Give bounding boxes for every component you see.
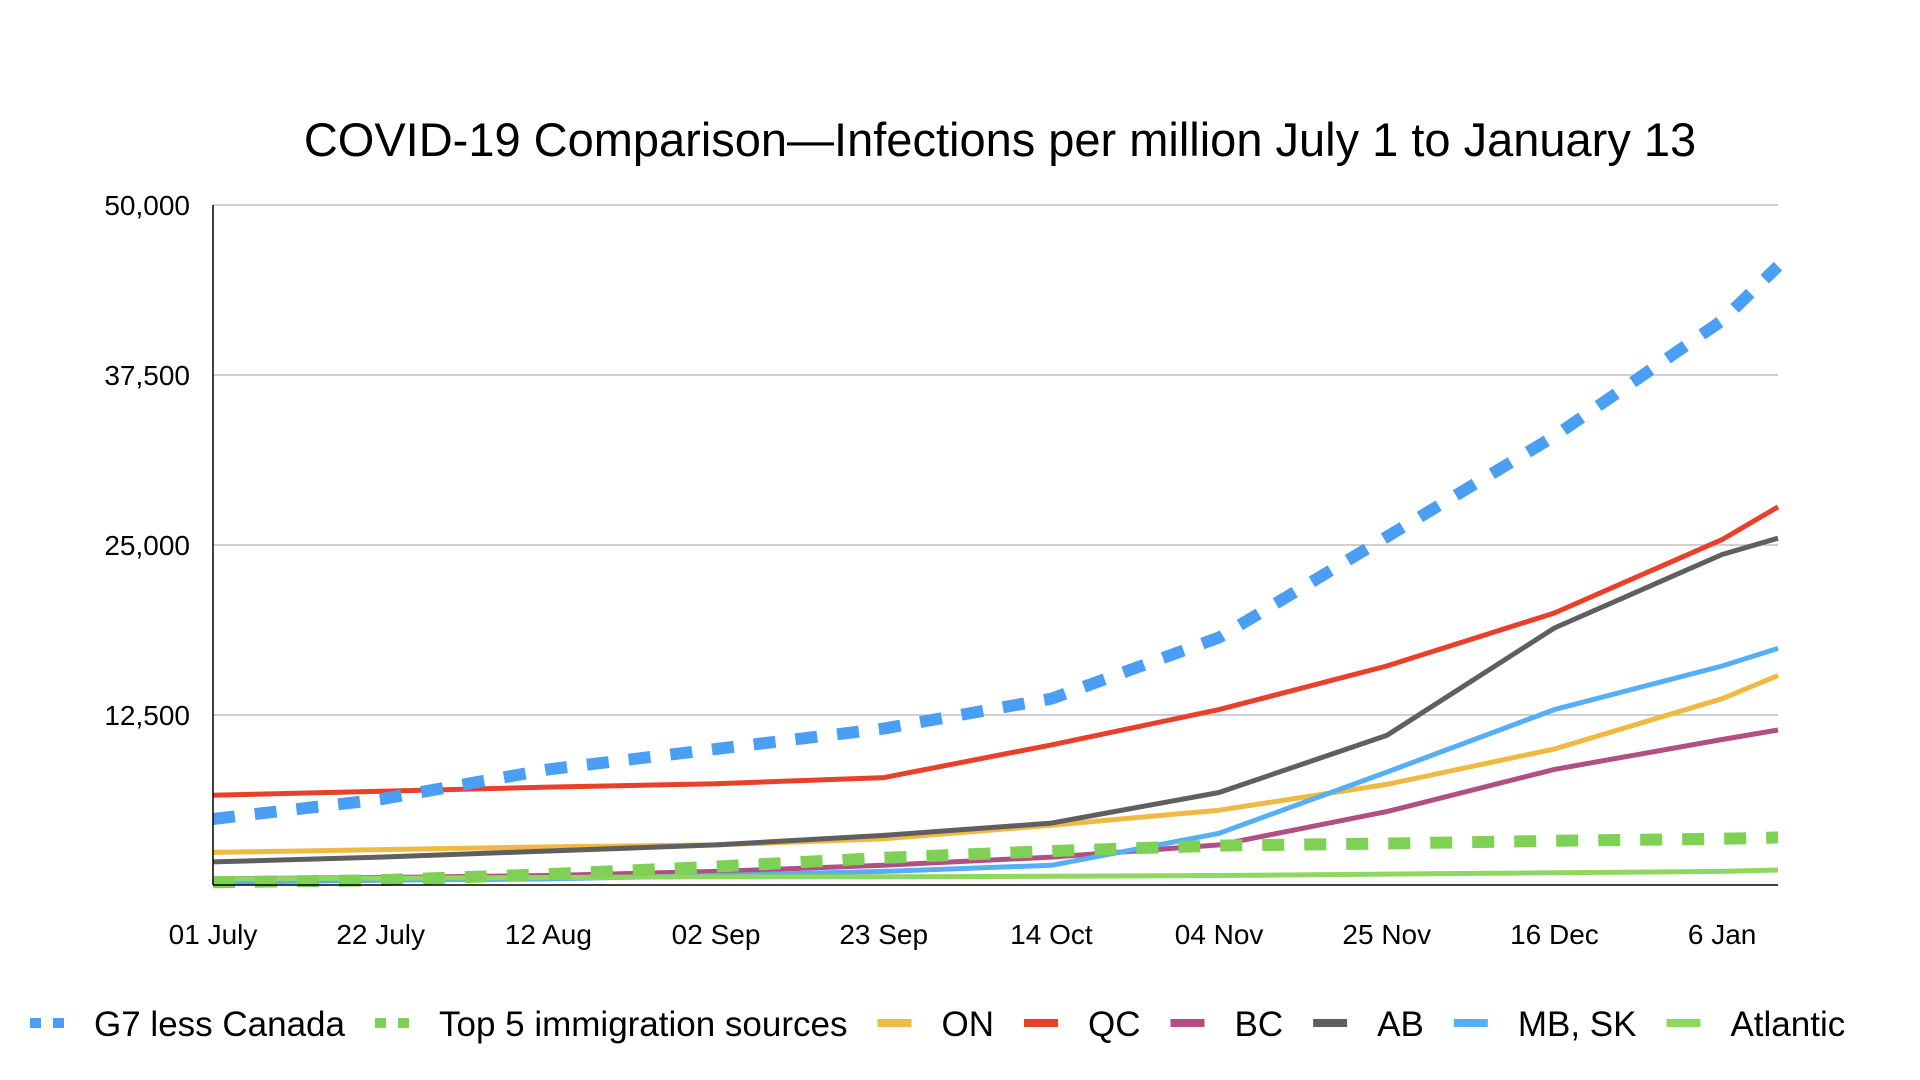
legend-label: AB xyxy=(1377,1005,1424,1044)
x-tick-label: 12 Aug xyxy=(505,919,592,950)
x-tick-label: 25 Nov xyxy=(1342,919,1431,950)
x-tick-label: 02 Sep xyxy=(672,919,761,950)
legend-label: MB, SK xyxy=(1518,1005,1637,1044)
legend: G7 less Canada Top 5 immigration sources O… xyxy=(30,1005,1845,1044)
legend-item: AB xyxy=(1313,1005,1424,1044)
gridlines xyxy=(213,204,1778,716)
series-line-g7-less-canada xyxy=(212,261,1783,825)
legend-item: G7 less Canada xyxy=(30,1005,346,1044)
legend-label: ON xyxy=(941,1005,994,1044)
y-tick-label: 37,500 xyxy=(104,360,190,391)
legend-swatch xyxy=(1023,1019,1058,1027)
x-tick-label: 01 July xyxy=(169,919,258,950)
legend-item: ON xyxy=(877,1005,994,1044)
legend-swatch xyxy=(397,1018,409,1028)
y-tick-label: 12,500 xyxy=(104,700,190,731)
legend-item: MB, SK xyxy=(1453,1005,1637,1044)
x-tick-label: 14 Oct xyxy=(1010,919,1093,950)
y-axis-ticks: 12,500 25,000 37,500 50,000 xyxy=(104,190,190,731)
x-axis-ticks: 01 July 22 July 12 Aug 02 Sep 23 Sep 14 Oct 04… xyxy=(169,919,1757,950)
legend-label: Atlantic xyxy=(1730,1005,1845,1044)
legend-swatch xyxy=(1666,1019,1701,1027)
legend-swatch xyxy=(1453,1019,1488,1027)
legend-item: BC xyxy=(1170,1005,1283,1044)
legend-item: Atlantic xyxy=(1666,1005,1845,1044)
legend-swatch xyxy=(53,1018,64,1028)
series-lines xyxy=(212,261,1783,889)
x-tick-label: 16 Dec xyxy=(1510,919,1599,950)
x-tick-label: 04 Nov xyxy=(1175,919,1264,950)
legend-swatch xyxy=(1170,1019,1205,1027)
legend-label: G7 less Canada xyxy=(94,1005,346,1044)
series-line-qc xyxy=(212,504,1780,798)
chart-title: COVID-19 Comparison—Infections per milli… xyxy=(304,113,1696,166)
legend-swatch xyxy=(30,1018,41,1028)
x-tick-label: 6 Jan xyxy=(1688,919,1757,950)
y-tick-label: 50,000 xyxy=(104,190,190,221)
x-tick-label: 23 Sep xyxy=(839,919,928,950)
x-tick-label: 22 July xyxy=(336,919,425,950)
legend-item: Top 5 immigration sources xyxy=(374,1005,848,1044)
series-line-atlantic xyxy=(212,867,1779,882)
y-tick-label: 25,000 xyxy=(104,530,190,561)
series-line-ab xyxy=(212,535,1779,865)
legend-label: QC xyxy=(1088,1005,1141,1044)
legend-swatch xyxy=(374,1018,386,1028)
legend-item: QC xyxy=(1023,1005,1141,1044)
axes xyxy=(212,205,1778,886)
legend-swatch xyxy=(1313,1019,1348,1027)
legend-label: Top 5 immigration sources xyxy=(439,1005,848,1044)
legend-swatch xyxy=(877,1019,912,1027)
series-line-top-5-immigration-sources xyxy=(212,831,1779,889)
legend-label: BC xyxy=(1234,1005,1283,1044)
